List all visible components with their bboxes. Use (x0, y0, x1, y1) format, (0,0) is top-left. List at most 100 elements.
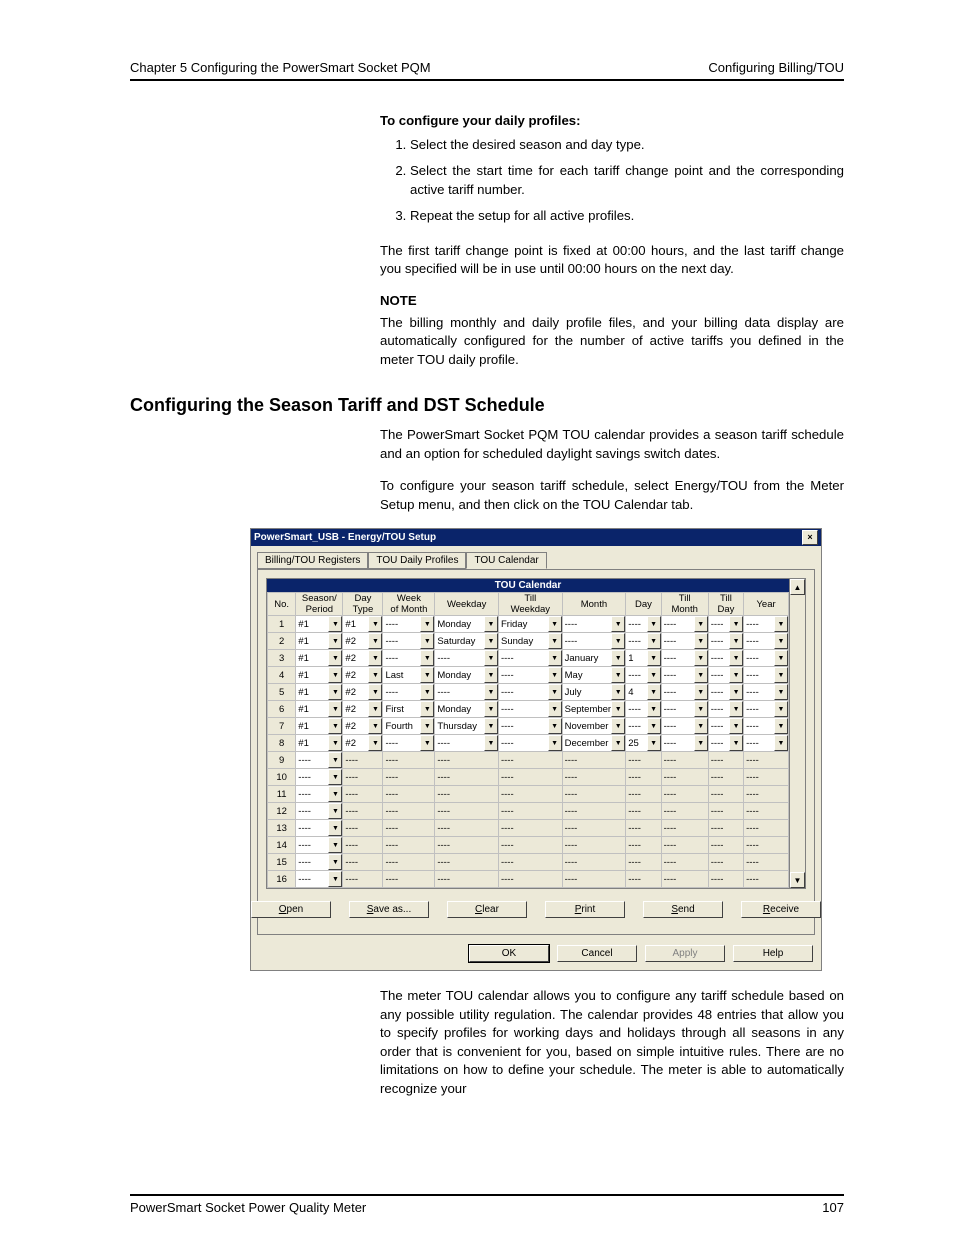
dropdown-icon[interactable]: ▼ (548, 701, 562, 717)
dropdown-icon[interactable]: ▼ (774, 735, 788, 751)
dropdown-icon[interactable]: ▼ (774, 633, 788, 649)
dropdown-icon[interactable]: ▼ (548, 735, 562, 751)
dropdown-icon[interactable]: ▼ (611, 633, 625, 649)
vertical-scrollbar[interactable]: ▲ ▼ (790, 578, 806, 889)
dropdown-icon[interactable]: ▼ (611, 718, 625, 734)
dropdown-icon[interactable]: ▼ (548, 633, 562, 649)
dropdown-icon[interactable]: ▼ (484, 684, 498, 700)
dropdown-icon[interactable]: ▼ (729, 735, 743, 751)
dropdown-icon[interactable]: ▼ (420, 667, 434, 683)
dropdown-icon[interactable]: ▼ (484, 616, 498, 632)
dropdown-icon[interactable]: ▼ (328, 633, 342, 649)
dropdown-icon[interactable]: ▼ (328, 803, 342, 819)
dropdown-icon[interactable]: ▼ (774, 616, 788, 632)
dropdown-icon[interactable]: ▼ (328, 667, 342, 683)
dropdown-icon[interactable]: ▼ (328, 786, 342, 802)
dropdown-icon[interactable]: ▼ (328, 820, 342, 836)
dropdown-icon[interactable]: ▼ (328, 752, 342, 768)
dropdown-icon[interactable]: ▼ (328, 837, 342, 853)
dropdown-icon[interactable]: ▼ (611, 735, 625, 751)
dropdown-icon[interactable]: ▼ (694, 684, 708, 700)
dropdown-icon[interactable]: ▼ (484, 633, 498, 649)
dropdown-icon[interactable]: ▼ (647, 701, 661, 717)
dropdown-icon[interactable]: ▼ (328, 650, 342, 666)
dropdown-icon[interactable]: ▼ (484, 701, 498, 717)
dropdown-icon[interactable]: ▼ (548, 684, 562, 700)
dropdown-icon[interactable]: ▼ (420, 684, 434, 700)
open-button[interactable]: Open (251, 901, 331, 918)
dropdown-icon[interactable]: ▼ (328, 616, 342, 632)
dropdown-icon[interactable]: ▼ (328, 871, 342, 887)
dropdown-icon[interactable]: ▼ (328, 701, 342, 717)
dropdown-icon[interactable]: ▼ (729, 684, 743, 700)
dropdown-icon[interactable]: ▼ (774, 718, 788, 734)
clear-button[interactable]: Clear (447, 901, 527, 918)
dropdown-icon[interactable]: ▼ (420, 616, 434, 632)
tab-tou-daily-profiles[interactable]: TOU Daily Profiles (368, 552, 466, 569)
dropdown-icon[interactable]: ▼ (368, 701, 382, 717)
dropdown-icon[interactable]: ▼ (484, 650, 498, 666)
dropdown-icon[interactable]: ▼ (729, 616, 743, 632)
dropdown-icon[interactable]: ▼ (611, 650, 625, 666)
dropdown-icon[interactable]: ▼ (611, 701, 625, 717)
dropdown-icon[interactable]: ▼ (368, 650, 382, 666)
dropdown-icon[interactable]: ▼ (484, 718, 498, 734)
dropdown-icon[interactable]: ▼ (328, 854, 342, 870)
scroll-down-icon[interactable]: ▼ (790, 872, 805, 888)
dropdown-icon[interactable]: ▼ (694, 633, 708, 649)
dropdown-icon[interactable]: ▼ (548, 718, 562, 734)
dropdown-icon[interactable]: ▼ (647, 735, 661, 751)
dropdown-icon[interactable]: ▼ (328, 684, 342, 700)
dropdown-icon[interactable]: ▼ (729, 650, 743, 666)
cancel-button[interactable]: Cancel (557, 945, 637, 962)
dropdown-icon[interactable]: ▼ (729, 633, 743, 649)
print-button[interactable]: Print (545, 901, 625, 918)
dropdown-icon[interactable]: ▼ (647, 633, 661, 649)
dropdown-icon[interactable]: ▼ (328, 718, 342, 734)
dropdown-icon[interactable]: ▼ (420, 701, 434, 717)
save-as--button[interactable]: Save as... (349, 901, 429, 918)
dropdown-icon[interactable]: ▼ (548, 616, 562, 632)
dropdown-icon[interactable]: ▼ (647, 616, 661, 632)
dropdown-icon[interactable]: ▼ (420, 650, 434, 666)
dropdown-icon[interactable]: ▼ (368, 667, 382, 683)
dropdown-icon[interactable]: ▼ (774, 650, 788, 666)
close-icon[interactable]: × (802, 530, 818, 545)
dropdown-icon[interactable]: ▼ (647, 650, 661, 666)
dropdown-icon[interactable]: ▼ (420, 633, 434, 649)
tab-billing-tou-registers[interactable]: Billing/TOU Registers (257, 552, 368, 569)
dropdown-icon[interactable]: ▼ (647, 718, 661, 734)
dropdown-icon[interactable]: ▼ (694, 701, 708, 717)
dropdown-icon[interactable]: ▼ (774, 701, 788, 717)
dropdown-icon[interactable]: ▼ (694, 616, 708, 632)
dropdown-icon[interactable]: ▼ (729, 701, 743, 717)
dropdown-icon[interactable]: ▼ (484, 667, 498, 683)
receive-button[interactable]: Receive (741, 901, 821, 918)
dropdown-icon[interactable]: ▼ (548, 667, 562, 683)
dropdown-icon[interactable]: ▼ (647, 667, 661, 683)
dropdown-icon[interactable]: ▼ (611, 667, 625, 683)
dropdown-icon[interactable]: ▼ (368, 718, 382, 734)
dropdown-icon[interactable]: ▼ (774, 684, 788, 700)
dropdown-icon[interactable]: ▼ (548, 650, 562, 666)
dropdown-icon[interactable]: ▼ (368, 616, 382, 632)
dropdown-icon[interactable]: ▼ (368, 684, 382, 700)
scroll-up-icon[interactable]: ▲ (790, 579, 805, 595)
dropdown-icon[interactable]: ▼ (694, 667, 708, 683)
dropdown-icon[interactable]: ▼ (774, 667, 788, 683)
dropdown-icon[interactable]: ▼ (368, 735, 382, 751)
dropdown-icon[interactable]: ▼ (328, 769, 342, 785)
tab-tou-calendar[interactable]: TOU Calendar (466, 552, 546, 569)
dropdown-icon[interactable]: ▼ (328, 735, 342, 751)
ok-button[interactable]: OK (469, 945, 549, 962)
dropdown-icon[interactable]: ▼ (694, 718, 708, 734)
send-button[interactable]: Send (643, 901, 723, 918)
dropdown-icon[interactable]: ▼ (647, 684, 661, 700)
dropdown-icon[interactable]: ▼ (611, 616, 625, 632)
dropdown-icon[interactable]: ▼ (729, 718, 743, 734)
dropdown-icon[interactable]: ▼ (484, 735, 498, 751)
dropdown-icon[interactable]: ▼ (420, 735, 434, 751)
dropdown-icon[interactable]: ▼ (420, 718, 434, 734)
dropdown-icon[interactable]: ▼ (694, 735, 708, 751)
dropdown-icon[interactable]: ▼ (611, 684, 625, 700)
